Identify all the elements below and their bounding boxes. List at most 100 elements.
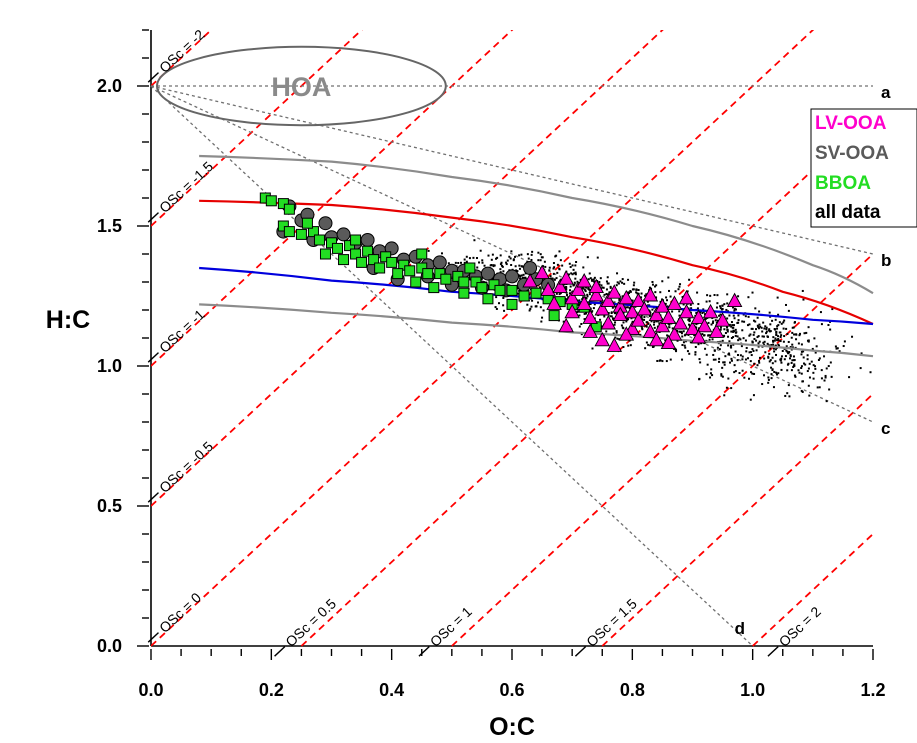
data-point bbox=[763, 340, 766, 343]
bboa-marker bbox=[416, 262, 428, 274]
lv-ooa-marker bbox=[654, 317, 671, 333]
data-point bbox=[798, 334, 801, 337]
data-point bbox=[620, 324, 623, 327]
data-point bbox=[640, 315, 643, 318]
data-point bbox=[716, 294, 719, 297]
data-point bbox=[570, 272, 573, 275]
os-label: OSc = -1.5 bbox=[147, 158, 216, 223]
data-point bbox=[732, 336, 735, 339]
data-point bbox=[763, 357, 766, 360]
data-point bbox=[512, 258, 515, 261]
data-point bbox=[768, 352, 771, 355]
data-point bbox=[773, 370, 776, 373]
data-point bbox=[741, 329, 744, 332]
data-point bbox=[668, 326, 671, 329]
data-point bbox=[769, 330, 772, 333]
data-point bbox=[792, 365, 795, 368]
data-point bbox=[776, 339, 779, 342]
data-point bbox=[571, 264, 574, 267]
data-point bbox=[705, 300, 708, 303]
data-point bbox=[530, 258, 533, 261]
data-point bbox=[591, 279, 594, 282]
data-point bbox=[625, 320, 628, 323]
data-point bbox=[627, 278, 630, 281]
data-point bbox=[781, 349, 784, 352]
data-point bbox=[705, 353, 708, 356]
lv-ooa-marker bbox=[684, 320, 701, 336]
data-point bbox=[671, 310, 674, 313]
legend-lv-ooa: LV-OOA bbox=[815, 113, 887, 134]
lv-ooa-marker bbox=[606, 284, 623, 299]
os-label-text: OSc = -1 bbox=[156, 306, 208, 356]
data-point bbox=[603, 315, 606, 318]
data-point bbox=[720, 373, 723, 376]
data-point bbox=[817, 358, 820, 361]
data-point bbox=[713, 294, 716, 297]
data-point bbox=[526, 253, 529, 256]
data-point bbox=[730, 321, 733, 324]
data-point bbox=[666, 305, 669, 308]
data-point bbox=[519, 277, 522, 280]
data-point bbox=[770, 344, 773, 347]
data-point bbox=[734, 334, 737, 337]
data-point bbox=[742, 313, 745, 316]
data-point bbox=[755, 349, 758, 352]
os-label: OSc = -0.5 bbox=[147, 438, 216, 503]
bboa-marker bbox=[350, 248, 362, 260]
data-point bbox=[776, 296, 779, 299]
data-point bbox=[586, 295, 589, 298]
data-point bbox=[774, 337, 777, 340]
os-label-dash bbox=[147, 352, 159, 363]
data-point bbox=[671, 327, 674, 330]
factor-series bbox=[259, 192, 743, 352]
os-label: OSc = 1 bbox=[418, 603, 475, 657]
data-point bbox=[568, 292, 571, 295]
lv-ooa-marker bbox=[612, 306, 629, 322]
data-point bbox=[530, 253, 533, 256]
data-point bbox=[711, 338, 714, 341]
data-point bbox=[618, 338, 621, 341]
data-point bbox=[584, 290, 587, 293]
data-point bbox=[576, 310, 579, 313]
data-point bbox=[615, 330, 618, 333]
data-point bbox=[566, 293, 569, 296]
data-point bbox=[823, 379, 826, 382]
data-point bbox=[614, 321, 617, 324]
data-point bbox=[665, 296, 668, 299]
data-point bbox=[496, 256, 499, 259]
lv-ooa-marker bbox=[642, 287, 659, 302]
data-point bbox=[734, 350, 737, 353]
bboa-marker bbox=[398, 259, 410, 271]
data-point bbox=[447, 262, 450, 265]
data-point bbox=[581, 298, 584, 301]
data-point bbox=[748, 323, 751, 326]
data-point bbox=[614, 312, 617, 315]
data-point bbox=[820, 323, 823, 326]
data-point bbox=[786, 369, 789, 372]
data-point bbox=[465, 255, 468, 258]
reference-line-label: c bbox=[881, 419, 890, 438]
data-point bbox=[583, 318, 586, 321]
data-point bbox=[651, 283, 654, 286]
data-point bbox=[555, 254, 558, 257]
data-point bbox=[773, 328, 776, 331]
data-point bbox=[676, 329, 679, 332]
bboa-marker bbox=[506, 284, 518, 296]
data-point bbox=[736, 359, 739, 362]
data-point bbox=[647, 343, 650, 346]
data-point bbox=[769, 359, 772, 362]
data-point bbox=[553, 266, 556, 269]
data-point bbox=[760, 326, 763, 329]
data-point bbox=[723, 363, 726, 366]
data-point bbox=[454, 261, 457, 264]
data-point bbox=[814, 365, 817, 368]
data-point bbox=[774, 318, 777, 321]
data-point bbox=[543, 260, 546, 263]
data-point bbox=[745, 346, 748, 349]
data-point bbox=[718, 314, 721, 317]
data-point bbox=[734, 370, 737, 373]
data-point bbox=[708, 338, 711, 341]
data-point bbox=[678, 314, 681, 317]
data-point bbox=[675, 350, 678, 353]
data-point bbox=[643, 294, 646, 297]
